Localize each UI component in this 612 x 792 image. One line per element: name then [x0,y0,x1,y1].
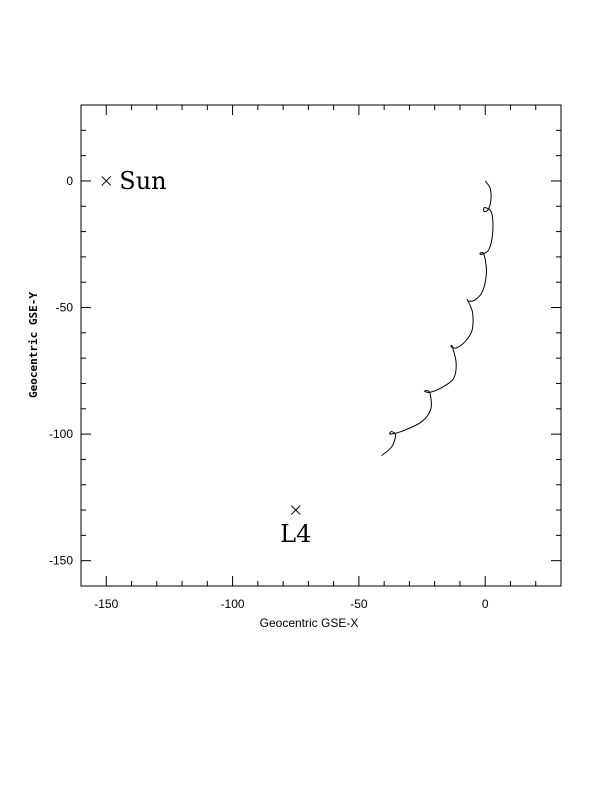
trajectory-line [381,180,494,457]
l4-marker: L4 [280,505,311,548]
y-tick-label: -50 [56,301,74,315]
l4-cross-line [290,505,301,515]
x-tick-label: -150 [94,597,118,611]
x-tick-labels: -150 -100 -50 0 [94,597,489,611]
x-tick-label: -50 [350,597,368,611]
l4-label: L4 [280,520,311,548]
point-markers: Sun L4 [101,167,311,548]
y-tick-label: -150 [49,554,73,568]
y-tick-labels: 0 -50 -100 -150 [49,174,73,568]
y-axis-title: Geocentric GSE-Y [27,292,40,398]
sun-marker: Sun [101,167,167,195]
sun-label: Sun [119,167,166,195]
plot-frame [80,104,562,587]
y-tick-label: -100 [49,427,73,441]
x-tick-label: -100 [221,597,245,611]
x-axis-title: Geocentric GSE-X [260,616,359,630]
y-tick-label: 0 [66,174,73,188]
sun-cross-line [101,176,112,186]
x-tick-label: 0 [482,597,489,611]
tick-marks [81,105,561,586]
